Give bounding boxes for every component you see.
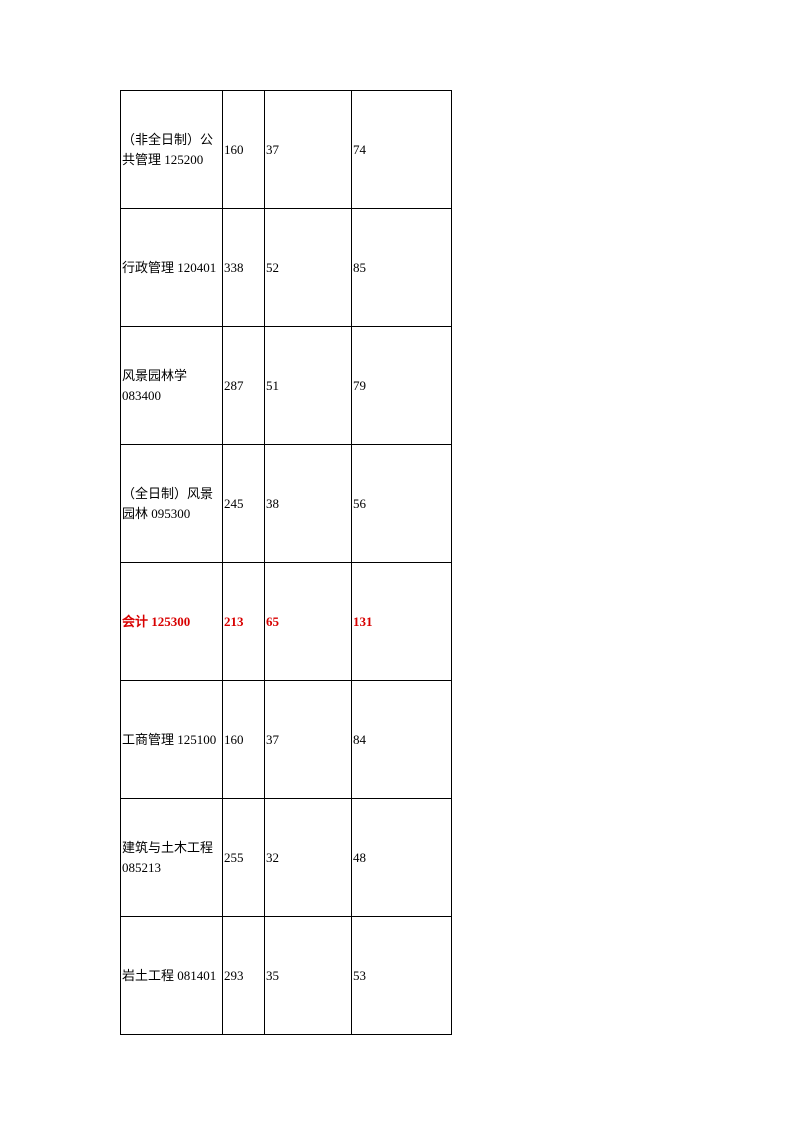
- cell-score-2: 35: [265, 917, 352, 1035]
- cell-score-2: 37: [265, 681, 352, 799]
- table-row: 行政管理 120401 338 52 85: [121, 209, 452, 327]
- table-body: （非全日制）公共管理 125200 160 37 74 行政管理 120401 …: [121, 91, 452, 1035]
- cell-score-3: 131: [352, 563, 452, 681]
- table-row-highlighted: 会计 125300 213 65 131: [121, 563, 452, 681]
- cell-score-1: 255: [223, 799, 265, 917]
- cell-score-3: 79: [352, 327, 452, 445]
- cell-score-2: 37: [265, 91, 352, 209]
- cell-score-3: 56: [352, 445, 452, 563]
- cell-score-1: 338: [223, 209, 265, 327]
- cell-program-name: 风景园林学 083400: [121, 327, 223, 445]
- cell-program-name: 行政管理 120401: [121, 209, 223, 327]
- cell-score-3: 84: [352, 681, 452, 799]
- cell-score-3: 85: [352, 209, 452, 327]
- cell-score-1: 287: [223, 327, 265, 445]
- table-row: 风景园林学 083400 287 51 79: [121, 327, 452, 445]
- cell-program-name: （全日制）风景园林 095300: [121, 445, 223, 563]
- table-row: （非全日制）公共管理 125200 160 37 74: [121, 91, 452, 209]
- cell-program-name: 岩土工程 081401: [121, 917, 223, 1035]
- admission-scores-table-container: （非全日制）公共管理 125200 160 37 74 行政管理 120401 …: [120, 90, 452, 1035]
- cell-score-1: 160: [223, 91, 265, 209]
- table-row: 建筑与土木工程 085213 255 32 48: [121, 799, 452, 917]
- cell-program-name: （非全日制）公共管理 125200: [121, 91, 223, 209]
- cell-score-2: 32: [265, 799, 352, 917]
- cell-program-name: 工商管理 125100: [121, 681, 223, 799]
- cell-score-2: 51: [265, 327, 352, 445]
- cell-score-2: 65: [265, 563, 352, 681]
- cell-score-3: 53: [352, 917, 452, 1035]
- cell-score-2: 52: [265, 209, 352, 327]
- cell-score-1: 245: [223, 445, 265, 563]
- cell-score-1: 160: [223, 681, 265, 799]
- table-row: （全日制）风景园林 095300 245 38 56: [121, 445, 452, 563]
- cell-program-name: 会计 125300: [121, 563, 223, 681]
- cell-score-3: 74: [352, 91, 452, 209]
- cell-score-3: 48: [352, 799, 452, 917]
- table-row: 岩土工程 081401 293 35 53: [121, 917, 452, 1035]
- admission-scores-table: （非全日制）公共管理 125200 160 37 74 行政管理 120401 …: [120, 90, 452, 1035]
- cell-score-1: 213: [223, 563, 265, 681]
- cell-score-2: 38: [265, 445, 352, 563]
- cell-program-name: 建筑与土木工程 085213: [121, 799, 223, 917]
- cell-score-1: 293: [223, 917, 265, 1035]
- table-row: 工商管理 125100 160 37 84: [121, 681, 452, 799]
